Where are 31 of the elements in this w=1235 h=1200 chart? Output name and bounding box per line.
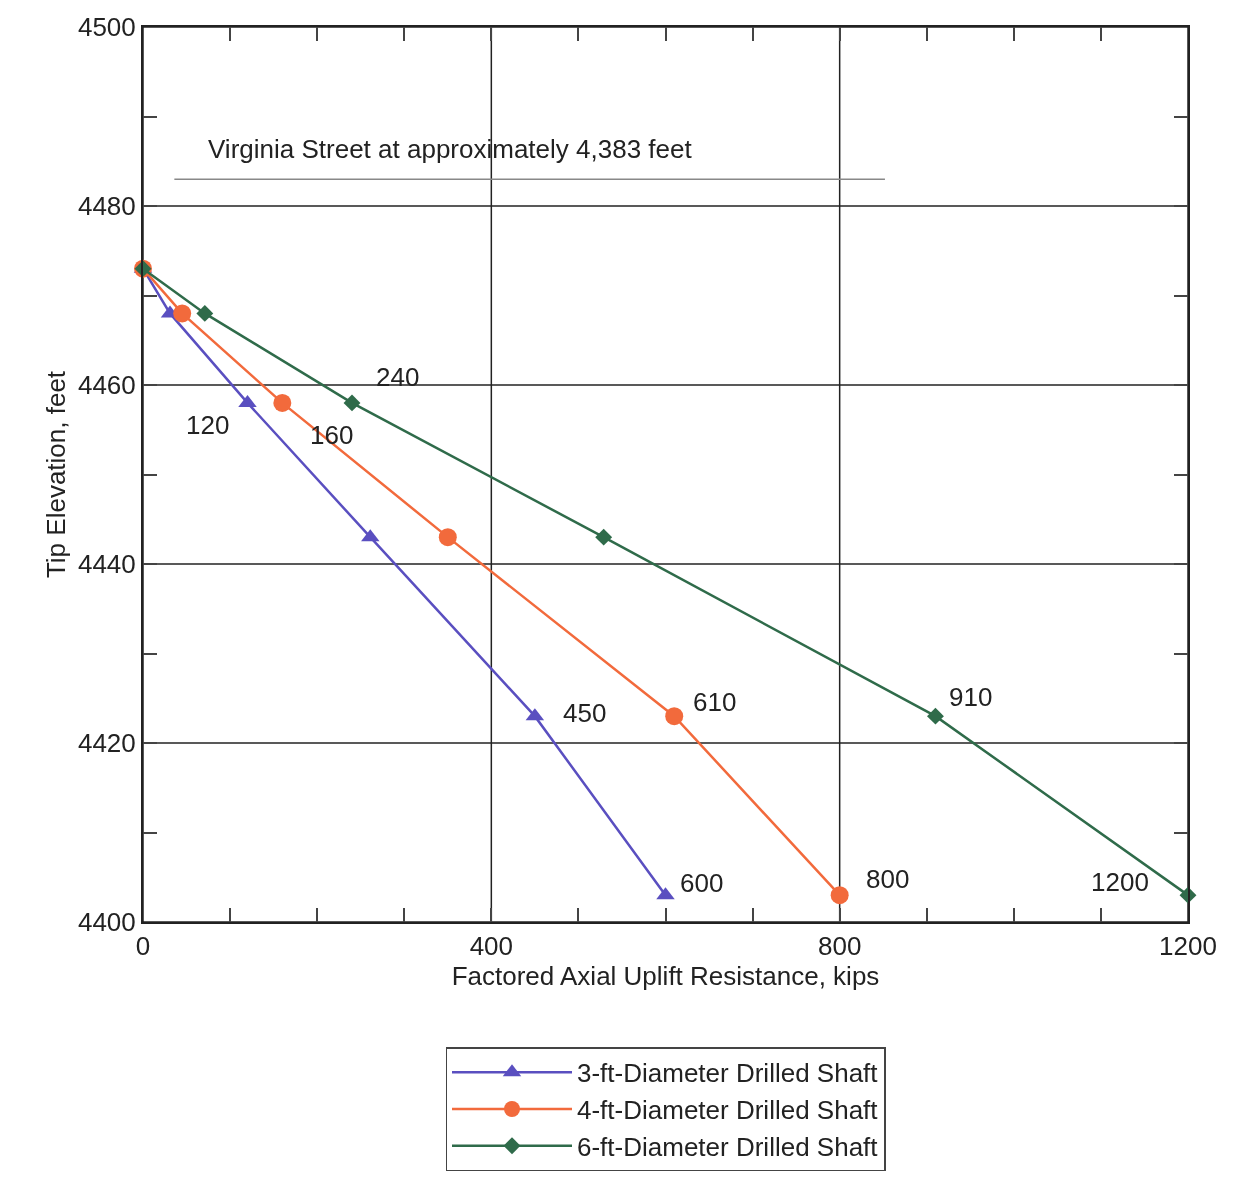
annotation: 610 bbox=[693, 687, 737, 717]
x-tick-label: 400 bbox=[469, 931, 514, 962]
y-tick-label: 4500 bbox=[77, 12, 136, 43]
point bbox=[438, 528, 457, 547]
legend-label: 4-ft-Diameter Drilled Shaft bbox=[577, 1095, 879, 1126]
y-tick-label: 4460 bbox=[77, 370, 136, 401]
legend-label: 6-ft-Diameter Drilled Shaft bbox=[577, 1131, 879, 1162]
annotation: 910 bbox=[949, 682, 993, 712]
point bbox=[830, 886, 849, 905]
annotation: 1200 bbox=[1091, 867, 1149, 897]
annotation: 450 bbox=[563, 698, 607, 728]
y-tick-label: 4440 bbox=[77, 549, 136, 580]
legend-label: 3-ft-Diameter Drilled Shaft bbox=[577, 1058, 879, 1089]
point bbox=[173, 304, 192, 323]
y-tick-label: 4400 bbox=[77, 907, 136, 938]
annotation: 600 bbox=[680, 868, 724, 898]
x-tick-label: 800 bbox=[817, 931, 862, 962]
point bbox=[273, 393, 292, 412]
point bbox=[665, 707, 684, 726]
point bbox=[927, 707, 944, 725]
point bbox=[196, 304, 214, 322]
point bbox=[343, 394, 361, 412]
point bbox=[595, 528, 613, 546]
y-tick-label: 4420 bbox=[77, 728, 136, 759]
x-tick-label: 0 bbox=[135, 931, 151, 962]
x-axis-title: Factored Axial Uplift Resistance, kips bbox=[451, 961, 880, 992]
annotation: 120 bbox=[186, 410, 230, 440]
y-tick-label: 4480 bbox=[77, 191, 136, 222]
x-tick-label: 1200 bbox=[1159, 931, 1217, 962]
annotation: 800 bbox=[866, 864, 910, 894]
y-axis-title: Tip Elevation, feet bbox=[40, 370, 71, 579]
